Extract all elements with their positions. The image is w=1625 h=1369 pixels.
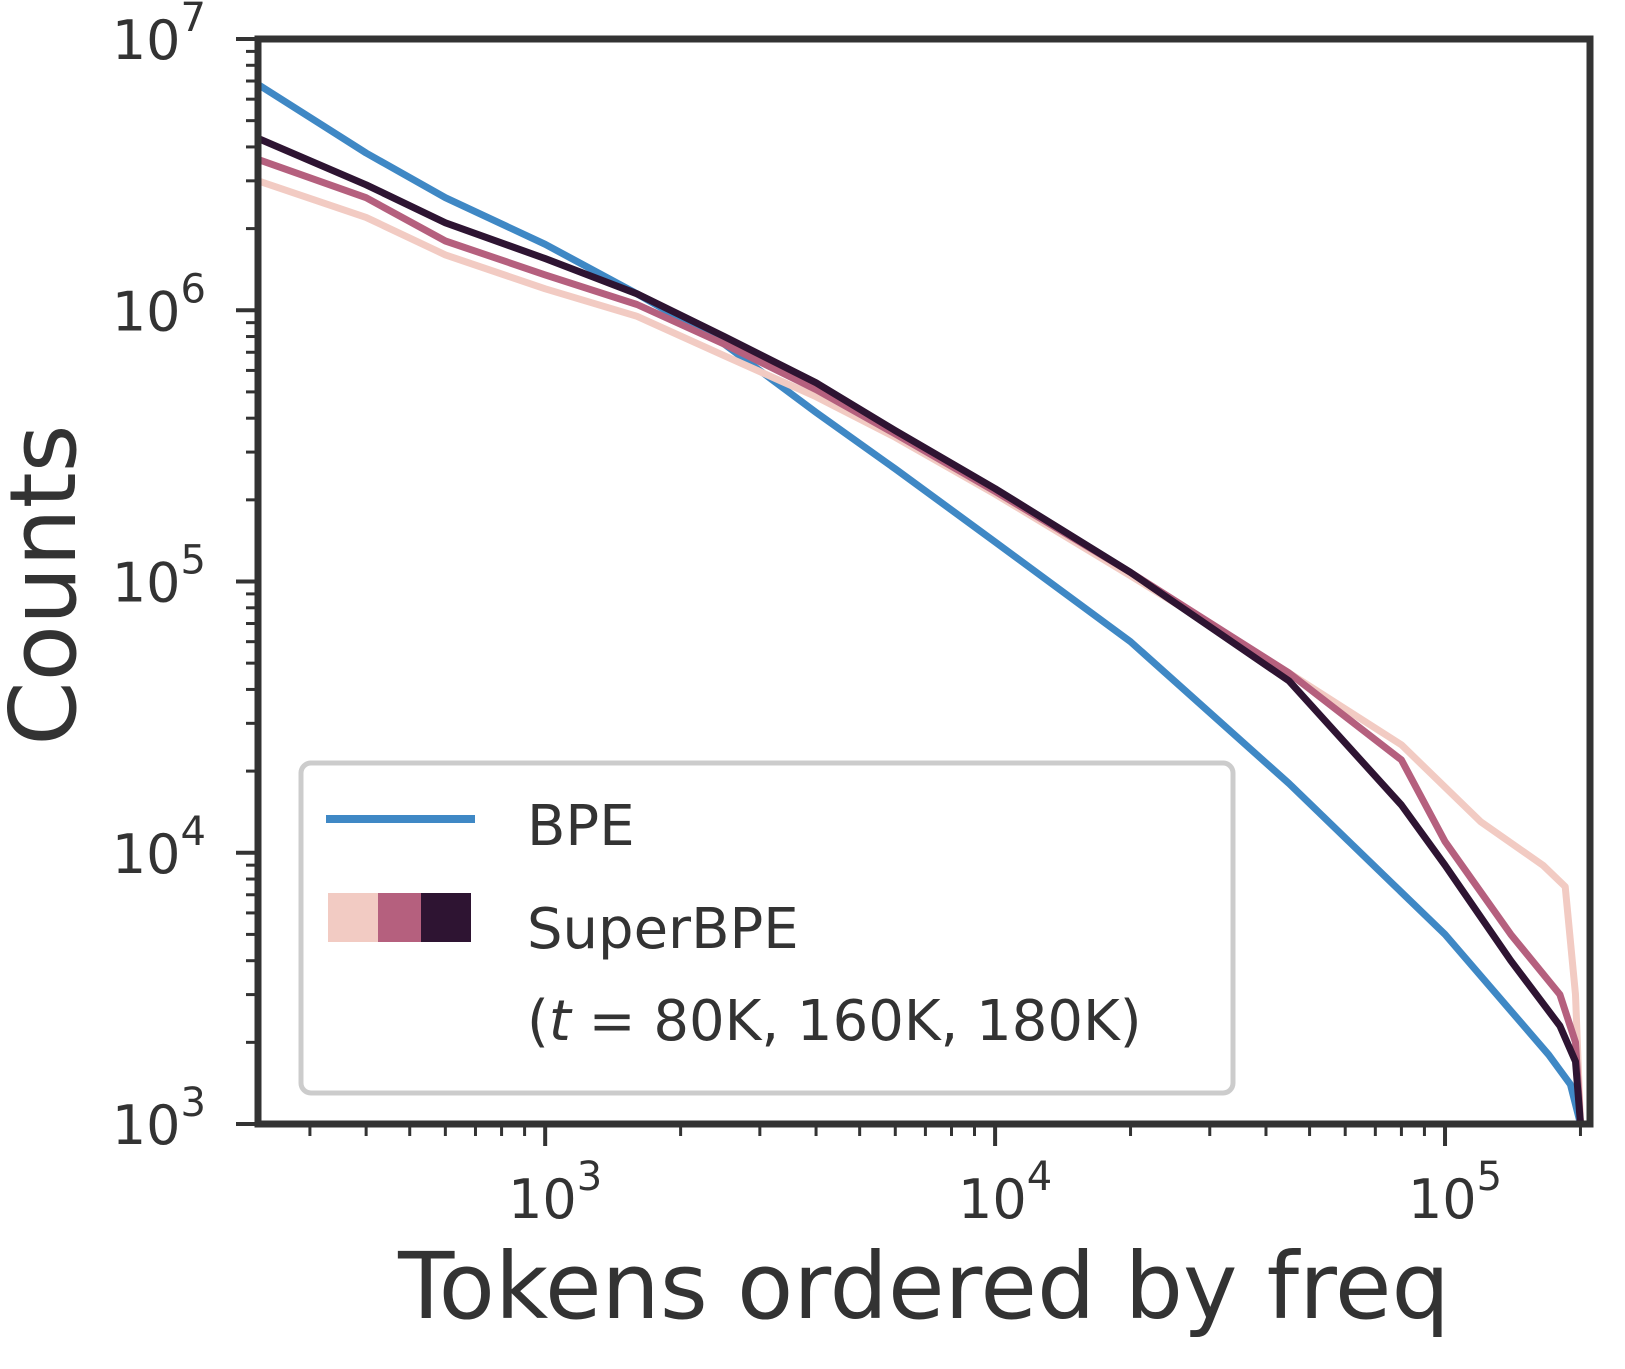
series-layer (254, 80, 1584, 1128)
x-tick-label: 103 (508, 1154, 602, 1231)
x-tick-label: 105 (1408, 1154, 1502, 1231)
y-tick-label: 106 (112, 266, 206, 343)
swatch-180k (421, 893, 471, 942)
x-axis-title: Tokens ordered by freq (397, 1233, 1450, 1340)
legend-superbpe-label: SuperBPE (527, 897, 799, 962)
y-ticks-layer: 103 104 105 106 107 (112, 0, 258, 1157)
legend-superbpe-swatch (328, 893, 471, 942)
legend-box (298, 760, 1236, 1096)
swatch-80k (328, 893, 378, 942)
legend-bpe-label: BPE (527, 794, 635, 859)
series-line-bpe (254, 80, 1584, 1128)
legend-superbpe-sublabel: (t = 80K, 160K, 180K) (527, 989, 1142, 1054)
series-line-t-180k (254, 134, 1584, 1128)
y-tick-label: 105 (112, 538, 206, 615)
legend: BPE SuperBPE (t = 80K, 160K, 180K) (298, 760, 1236, 1096)
y-tick-label: 103 (112, 1080, 206, 1157)
y-axis-title: Counts (0, 424, 97, 745)
y-tick-label: 107 (112, 0, 206, 72)
y-tick-label: 104 (112, 809, 206, 886)
swatch-160k (378, 893, 421, 942)
x-tick-label: 104 (958, 1154, 1052, 1231)
x-ticks-layer: 103 104 105 (308, 1124, 1582, 1231)
